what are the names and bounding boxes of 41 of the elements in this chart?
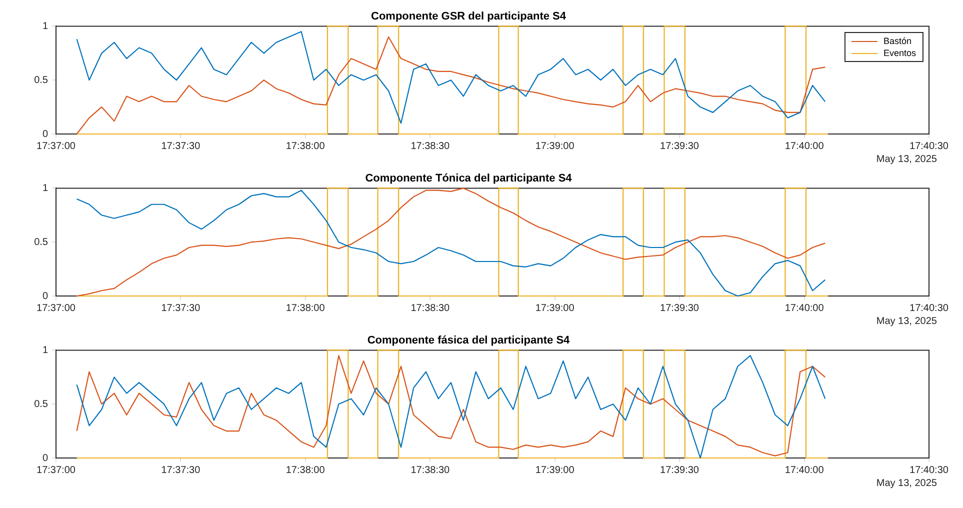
- x-tick-label: 17:37:30: [161, 464, 201, 476]
- x-tick-label: 17:40:30: [910, 302, 949, 314]
- x-tick-label: 17:40:00: [784, 302, 824, 314]
- text: May 13, 2025: [875, 316, 938, 328]
- y-tick-label: 1: [42, 344, 48, 356]
- x-tick-label: 17:38:30: [410, 302, 450, 314]
- x-tick-label: 17:37:30: [161, 140, 201, 152]
- x-tick-label: 17:37:00: [36, 464, 76, 476]
- x-tick-label: 17:39:00: [535, 464, 575, 476]
- x-tick-label: 17:40:00: [784, 464, 824, 476]
- x-tick-label: 17:37:00: [36, 140, 76, 152]
- x-tick-label: 17:39:00: [535, 302, 575, 314]
- x-tick-label: 17:40:00: [784, 140, 824, 152]
- text: May 13, 2025: [875, 478, 938, 490]
- chart-title: Componente Tónica del participante S4: [365, 172, 573, 185]
- x-tick-label: 17:37:30: [161, 302, 201, 314]
- chart-title: Componente GSR del participante S4: [371, 10, 567, 23]
- x-tick-label: 17:40:30: [910, 464, 949, 476]
- y-tick-label: 0: [42, 452, 48, 464]
- x-tick-label: 17:38:30: [410, 464, 450, 476]
- x-tick-label: 17:38:30: [410, 140, 450, 152]
- text: May 13, 2025: [875, 154, 938, 166]
- y-tick-label: 0: [42, 128, 48, 140]
- x-tick-label: 17:38:00: [286, 140, 326, 152]
- x-tick-label: 17:40:30: [910, 140, 949, 152]
- x-tick-label: 17:39:30: [660, 140, 700, 152]
- x-tick-label: 17:38:00: [286, 302, 326, 314]
- x-tick-label: 17:38:00: [286, 464, 326, 476]
- y-tick-label: 0.5: [34, 236, 48, 248]
- chart-title: Componente fásica del participante S4: [367, 334, 571, 347]
- x-tick-label: 17:39:00: [535, 140, 575, 152]
- y-tick-label: 0: [42, 290, 48, 302]
- y-tick-label: 1: [42, 182, 48, 194]
- y-tick-label: 0.5: [34, 398, 48, 410]
- legend-label: Eventos: [883, 47, 916, 60]
- x-tick-label: 17:39:30: [660, 464, 700, 476]
- x-tick-label: 17:37:00: [36, 302, 76, 314]
- y-tick-label: 1: [42, 20, 48, 32]
- y-tick-label: 0.5: [34, 74, 48, 86]
- x-tick-label: 17:39:30: [660, 302, 700, 314]
- legend-label: Bastón: [883, 35, 912, 48]
